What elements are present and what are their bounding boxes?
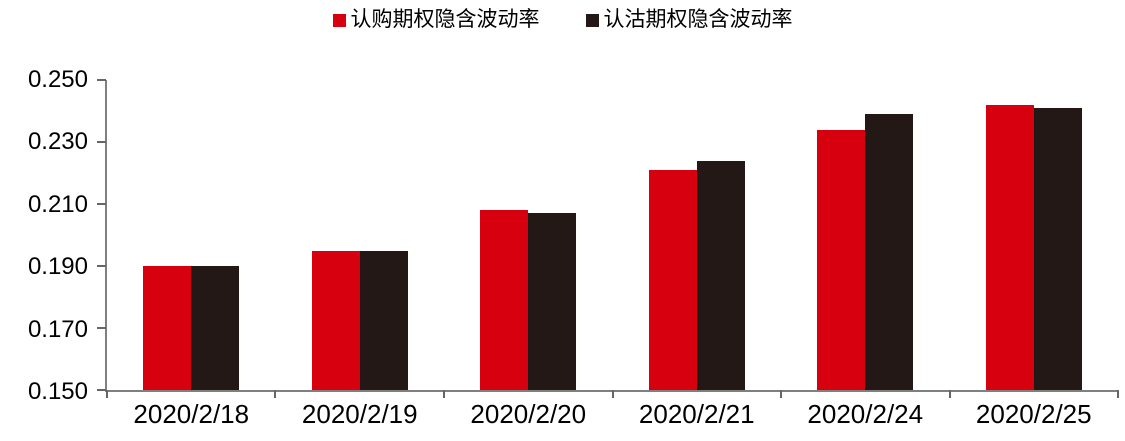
bar-put-iv xyxy=(191,266,240,390)
x-axis-category-label: 2020/2/18 xyxy=(133,399,250,429)
y-axis-tick xyxy=(97,79,106,81)
bar-call-iv xyxy=(480,210,529,390)
y-axis-tick-label: 0.210 xyxy=(27,190,88,218)
legend-marker-call-icon xyxy=(332,13,346,27)
y-axis-tick xyxy=(97,389,106,391)
y-axis-tick-label: 0.230 xyxy=(27,128,88,156)
legend-label-put: 认沽期权隐含波动率 xyxy=(603,8,793,31)
y-axis-tick-label: 0.170 xyxy=(27,315,88,343)
category-slot xyxy=(276,80,445,390)
bar-call-iv xyxy=(311,250,360,390)
bar-call-iv xyxy=(817,129,866,390)
legend-item-call: 认购期权隐含波动率 xyxy=(332,6,540,34)
x-axis-tick xyxy=(442,390,445,398)
x-axis-category-label: 2020/2/20 xyxy=(470,399,587,429)
bar-call-iv xyxy=(143,266,192,390)
x-axis-category-label: 2020/2/25 xyxy=(975,399,1092,429)
y-axis-tick-label: 0.190 xyxy=(27,253,88,281)
x-axis-labels: 2020/2/18 2020/2/19 2020/2/20 2020/2/21 2020… xyxy=(107,399,1118,431)
x-axis-category-label: 2020/2/24 xyxy=(807,399,924,429)
legend: 认购期权隐含波动率 认沽期权隐含波动率 xyxy=(0,6,1125,34)
plot-area xyxy=(97,79,1119,398)
bar-put-iv xyxy=(1033,107,1082,390)
x-axis-tick xyxy=(779,390,782,398)
bar-put-iv xyxy=(528,213,577,390)
x-axis-tick xyxy=(1117,390,1119,398)
y-axis-tick-label: 0.150 xyxy=(27,378,88,405)
y-axis-tick xyxy=(97,203,106,205)
category-slot xyxy=(781,80,950,390)
x-axis-category-label: 2020/2/19 xyxy=(301,399,418,429)
legend-label-call: 认购期权隐含波动率 xyxy=(350,8,540,31)
y-axis-tick-label: 0.250 xyxy=(27,66,88,93)
bar-put-iv xyxy=(696,160,745,390)
bar-put-iv xyxy=(865,114,914,390)
category-slot xyxy=(444,80,613,390)
y-axis-tick xyxy=(97,141,106,143)
y-axis-tick xyxy=(97,327,106,329)
category-slot xyxy=(107,80,276,390)
y-axis-tick xyxy=(97,265,106,267)
bar-put-iv xyxy=(359,250,408,390)
x-axis-tick xyxy=(948,390,951,398)
bar-call-iv xyxy=(648,169,697,390)
x-axis-tick xyxy=(611,390,614,398)
y-axis-labels: 0.250 0.230 0.210 0.190 0.170 0.150 xyxy=(0,67,88,405)
x-axis-category-label: 2020/2/21 xyxy=(638,399,755,429)
x-axis-tick xyxy=(106,390,108,398)
x-axis-tick xyxy=(274,390,277,398)
legend-item-put: 认沽期权隐含波动率 xyxy=(585,6,793,34)
legend-marker-put-icon xyxy=(585,13,599,27)
bar-call-iv xyxy=(985,104,1034,390)
category-slot xyxy=(613,80,782,390)
category-slot xyxy=(950,80,1119,390)
